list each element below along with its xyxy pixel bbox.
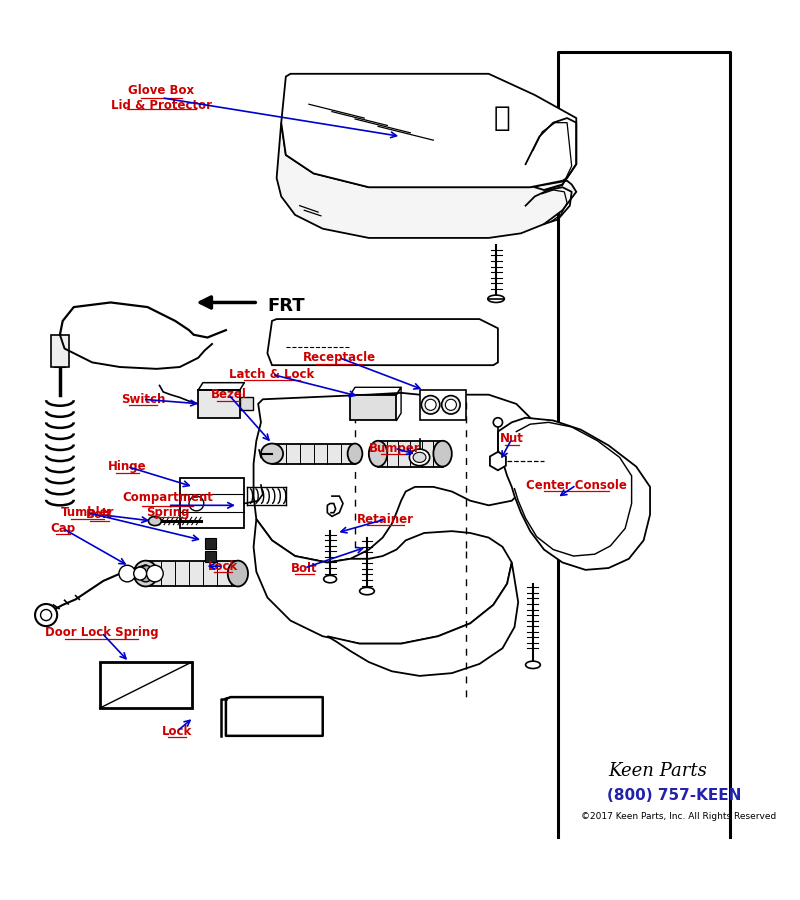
Text: Latch & Lock: Latch & Lock bbox=[230, 368, 314, 381]
Text: Tumbler: Tumbler bbox=[61, 506, 114, 519]
Polygon shape bbox=[267, 320, 498, 365]
Circle shape bbox=[425, 400, 436, 410]
Circle shape bbox=[422, 396, 440, 414]
Ellipse shape bbox=[134, 561, 158, 587]
Ellipse shape bbox=[488, 295, 504, 302]
Ellipse shape bbox=[149, 517, 162, 526]
Bar bbox=[50, 335, 69, 367]
Circle shape bbox=[35, 604, 57, 626]
Bar bbox=[350, 395, 397, 420]
Bar bbox=[180, 478, 244, 528]
Circle shape bbox=[41, 609, 52, 621]
Circle shape bbox=[446, 400, 457, 410]
Bar bbox=[198, 390, 240, 418]
Polygon shape bbox=[498, 418, 650, 570]
Text: Retainer: Retainer bbox=[357, 513, 414, 526]
Text: Bolt: Bolt bbox=[291, 562, 318, 574]
Ellipse shape bbox=[413, 453, 426, 463]
Text: Lock: Lock bbox=[208, 560, 238, 572]
Text: ©2017 Keen Parts, Inc. All Rights Reserved: ©2017 Keen Parts, Inc. All Rights Reserv… bbox=[581, 813, 776, 822]
Circle shape bbox=[442, 396, 460, 414]
Ellipse shape bbox=[228, 561, 248, 587]
Ellipse shape bbox=[324, 575, 337, 583]
Circle shape bbox=[494, 418, 502, 427]
Ellipse shape bbox=[134, 567, 146, 580]
Text: Receptacle: Receptacle bbox=[302, 351, 376, 364]
Bar bbox=[419, 390, 466, 419]
Polygon shape bbox=[277, 122, 576, 238]
Text: Keen Parts: Keen Parts bbox=[609, 762, 707, 780]
Polygon shape bbox=[272, 444, 355, 464]
Ellipse shape bbox=[348, 444, 362, 464]
Polygon shape bbox=[254, 519, 512, 644]
Text: Bumper: Bumper bbox=[369, 442, 421, 454]
Text: Lock: Lock bbox=[162, 724, 192, 738]
Text: Glove Box
Lid & Protector: Glove Box Lid & Protector bbox=[111, 84, 212, 112]
Text: Hinge: Hinge bbox=[108, 460, 146, 473]
Circle shape bbox=[189, 496, 204, 511]
Polygon shape bbox=[282, 74, 576, 187]
Text: Bolt: Bolt bbox=[86, 508, 113, 521]
Ellipse shape bbox=[261, 444, 283, 464]
Ellipse shape bbox=[369, 441, 387, 466]
Ellipse shape bbox=[138, 565, 153, 582]
Text: Door Lock Spring: Door Lock Spring bbox=[45, 626, 158, 639]
Text: Center Console: Center Console bbox=[526, 479, 626, 491]
Polygon shape bbox=[146, 561, 238, 587]
Bar bbox=[205, 537, 216, 549]
Text: Compartment
Spring: Compartment Spring bbox=[122, 491, 214, 519]
Ellipse shape bbox=[434, 441, 452, 466]
Text: Switch: Switch bbox=[121, 392, 165, 406]
Text: Bezel: Bezel bbox=[210, 388, 246, 401]
Ellipse shape bbox=[410, 449, 430, 465]
Bar bbox=[99, 662, 192, 708]
Polygon shape bbox=[490, 452, 506, 471]
Text: (800) 757-KEEN: (800) 757-KEEN bbox=[606, 788, 741, 804]
Polygon shape bbox=[254, 392, 539, 562]
Ellipse shape bbox=[526, 662, 540, 669]
Ellipse shape bbox=[360, 588, 374, 595]
Text: Cap: Cap bbox=[50, 522, 75, 535]
Ellipse shape bbox=[146, 565, 163, 582]
Ellipse shape bbox=[119, 565, 135, 582]
Bar bbox=[240, 398, 253, 410]
Bar bbox=[205, 552, 216, 562]
Text: FRT: FRT bbox=[267, 297, 305, 315]
Text: Nut: Nut bbox=[500, 432, 524, 446]
Polygon shape bbox=[327, 562, 518, 676]
Polygon shape bbox=[378, 441, 442, 466]
